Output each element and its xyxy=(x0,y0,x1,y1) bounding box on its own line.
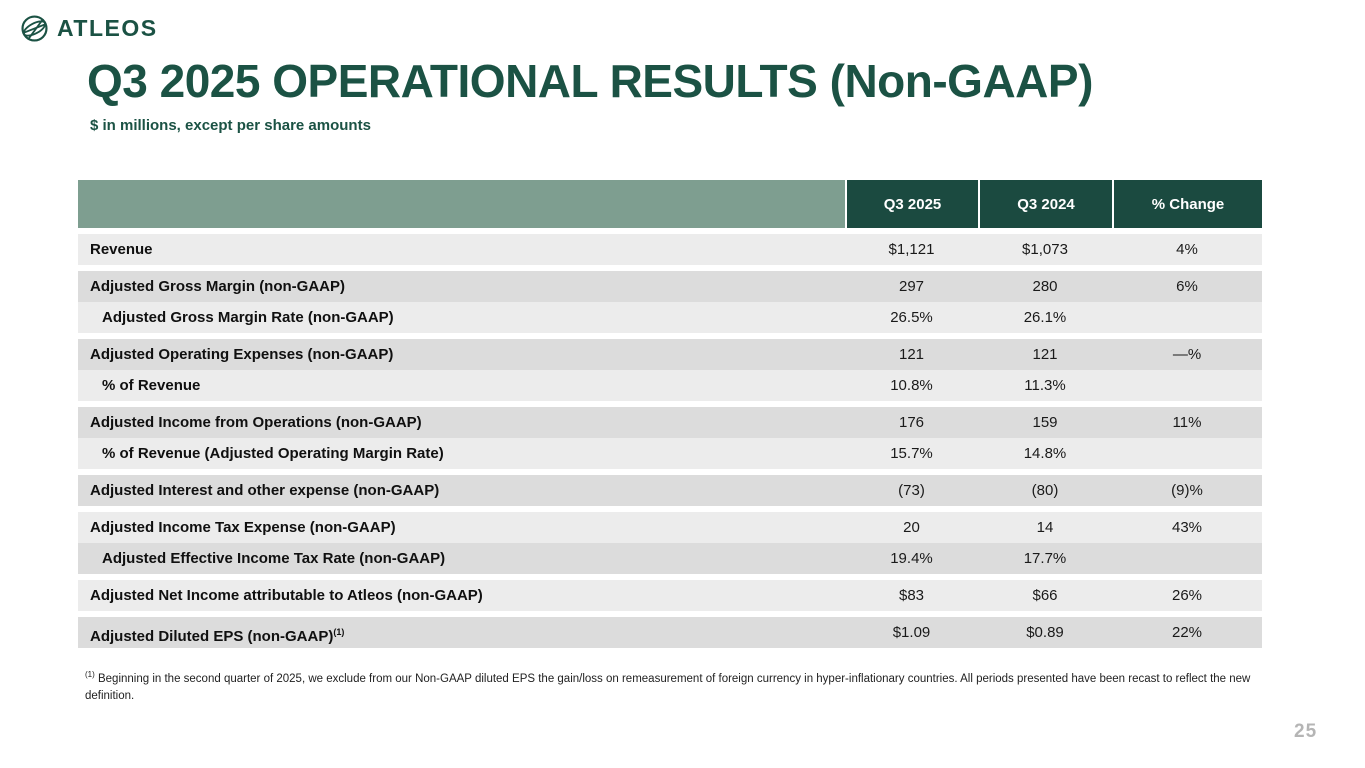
row-value-q3-2024: (80) xyxy=(1031,482,1059,499)
row-label: Adjusted Effective Income Tax Rate (non-… xyxy=(102,550,446,567)
row-value-q3-2025: 15.7% xyxy=(890,445,933,462)
footnote: (1) Beginning in the second quarter of 2… xyxy=(85,669,1257,705)
column-header: Q3 2024 xyxy=(978,180,1112,228)
row-label: % of Revenue xyxy=(102,377,201,394)
globe-icon xyxy=(21,15,48,42)
table-row: % of Revenue 10.8% 11.3% xyxy=(78,370,1262,401)
row-value-q3-2025: (73) xyxy=(898,482,925,499)
row-value-q3-2024: 26.1% xyxy=(1023,309,1067,326)
brand-name: ATLEOS xyxy=(57,15,158,41)
row-label: Adjusted Income from Operations (non-GAA… xyxy=(90,414,422,431)
row-value-change: 6% xyxy=(1176,278,1198,295)
row-value-q3-2024: 121 xyxy=(1032,346,1058,363)
row-value-change: 43% xyxy=(1171,519,1203,536)
page-subtitle: $ in millions, except per share amounts xyxy=(90,117,371,134)
row-value-change: —% xyxy=(1172,346,1202,363)
row-value-q3-2025: 121 xyxy=(898,346,925,363)
row-value-q3-2024: 14 xyxy=(1036,519,1054,536)
row-value-q3-2025: $1.09 xyxy=(892,624,931,641)
row-value-q3-2024: 159 xyxy=(1032,414,1058,431)
row-value-q3-2025: $1,121 xyxy=(888,241,935,258)
row-label: Adjusted Income Tax Expense (non-GAAP) xyxy=(90,519,396,536)
row-value-change xyxy=(1112,302,1262,333)
row-label: Adjusted Gross Margin Rate (non-GAAP) xyxy=(102,309,394,326)
footnote-marker: (1) xyxy=(333,627,345,637)
table-row: Adjusted Interest and other expense (non… xyxy=(78,475,1262,506)
table-row: Adjusted Gross Margin (non-GAAP) 297 280 6% xyxy=(78,271,1262,302)
table-row: % of Revenue (Adjusted Operating Margin … xyxy=(78,438,1262,469)
row-value-q3-2025: 297 xyxy=(898,278,925,295)
row-value-q3-2025: $83 xyxy=(898,587,925,604)
table-row: Adjusted Effective Income Tax Rate (non-… xyxy=(78,543,1262,574)
row-value-q3-2024: 14.8% xyxy=(1023,445,1067,462)
row-label: Adjusted Diluted EPS (non-GAAP)(1) xyxy=(90,627,345,645)
row-label: Adjusted Operating Expenses (non-GAAP) xyxy=(90,346,394,363)
row-value-q3-2025: 10.8% xyxy=(890,377,933,394)
row-value-change xyxy=(1112,438,1262,469)
table-row: Revenue $1,121 $1,073 4% xyxy=(78,234,1262,265)
row-value-change: 11% xyxy=(1172,414,1202,431)
row-value-q3-2024: 280 xyxy=(1032,278,1058,295)
row-label: Adjusted Net Income attributable to Atle… xyxy=(90,587,483,604)
column-header: % Change xyxy=(1112,180,1262,228)
table-body: Revenue $1,121 $1,073 4% Adjusted Gross Marg… xyxy=(78,234,1262,648)
table-row: Adjusted Income from Operations (non-GAA… xyxy=(78,407,1262,438)
row-value-change: 22% xyxy=(1171,624,1203,641)
row-value-q3-2024: $1,073 xyxy=(1022,241,1068,258)
row-value-q3-2024: $66 xyxy=(1032,587,1058,604)
row-label: Revenue xyxy=(90,241,153,258)
row-value-change xyxy=(1112,370,1262,401)
brand-logo: ATLEOS xyxy=(20,14,158,43)
row-value-q3-2024: $0.89 xyxy=(1026,624,1064,641)
table-row: Adjusted Net Income attributable to Atle… xyxy=(78,580,1262,611)
table-row: Adjusted Diluted EPS (non-GAAP)(1) $1.09 $… xyxy=(78,617,1262,648)
table-row: Adjusted Operating Expenses (non-GAAP) 12… xyxy=(78,339,1262,370)
row-value-q3-2025: 20 xyxy=(903,519,920,536)
row-value-change: 4% xyxy=(1176,241,1198,258)
header-spacer-cell xyxy=(78,180,845,228)
row-value-q3-2025: 19.4% xyxy=(890,550,933,567)
results-table: Q3 2025 Q3 2024% Change Revenue $1,121 $1,0… xyxy=(78,180,1262,648)
row-value-change xyxy=(1112,543,1262,574)
column-header: Q3 2025 xyxy=(845,180,978,228)
row-value-q3-2025: 176 xyxy=(898,414,925,431)
footnote-marker: (1) xyxy=(85,670,95,679)
footnote-text: Beginning in the second quarter of 2025,… xyxy=(85,672,1251,703)
page-title: Q3 2025 OPERATIONAL RESULTS (Non-GAAP) xyxy=(87,55,1093,107)
table-header: Q3 2025 Q3 2024% Change xyxy=(78,180,1262,228)
page-number: 25 xyxy=(1294,721,1318,742)
row-value-change: (9)% xyxy=(1171,482,1203,499)
row-label: Adjusted Interest and other expense (non… xyxy=(90,482,440,499)
table-row: Adjusted Income Tax Expense (non-GAAP) 20… xyxy=(78,512,1262,543)
row-value-change: 26% xyxy=(1171,587,1203,604)
row-value-q3-2024: 17.7% xyxy=(1023,550,1067,567)
row-label: % of Revenue (Adjusted Operating Margin … xyxy=(102,445,444,462)
row-value-q3-2025: 26.5% xyxy=(890,309,933,326)
table-row: Adjusted Gross Margin Rate (non-GAAP) 26.… xyxy=(78,302,1262,333)
row-label: Adjusted Gross Margin (non-GAAP) xyxy=(90,278,345,295)
row-value-q3-2024: 11.3% xyxy=(1024,377,1066,394)
